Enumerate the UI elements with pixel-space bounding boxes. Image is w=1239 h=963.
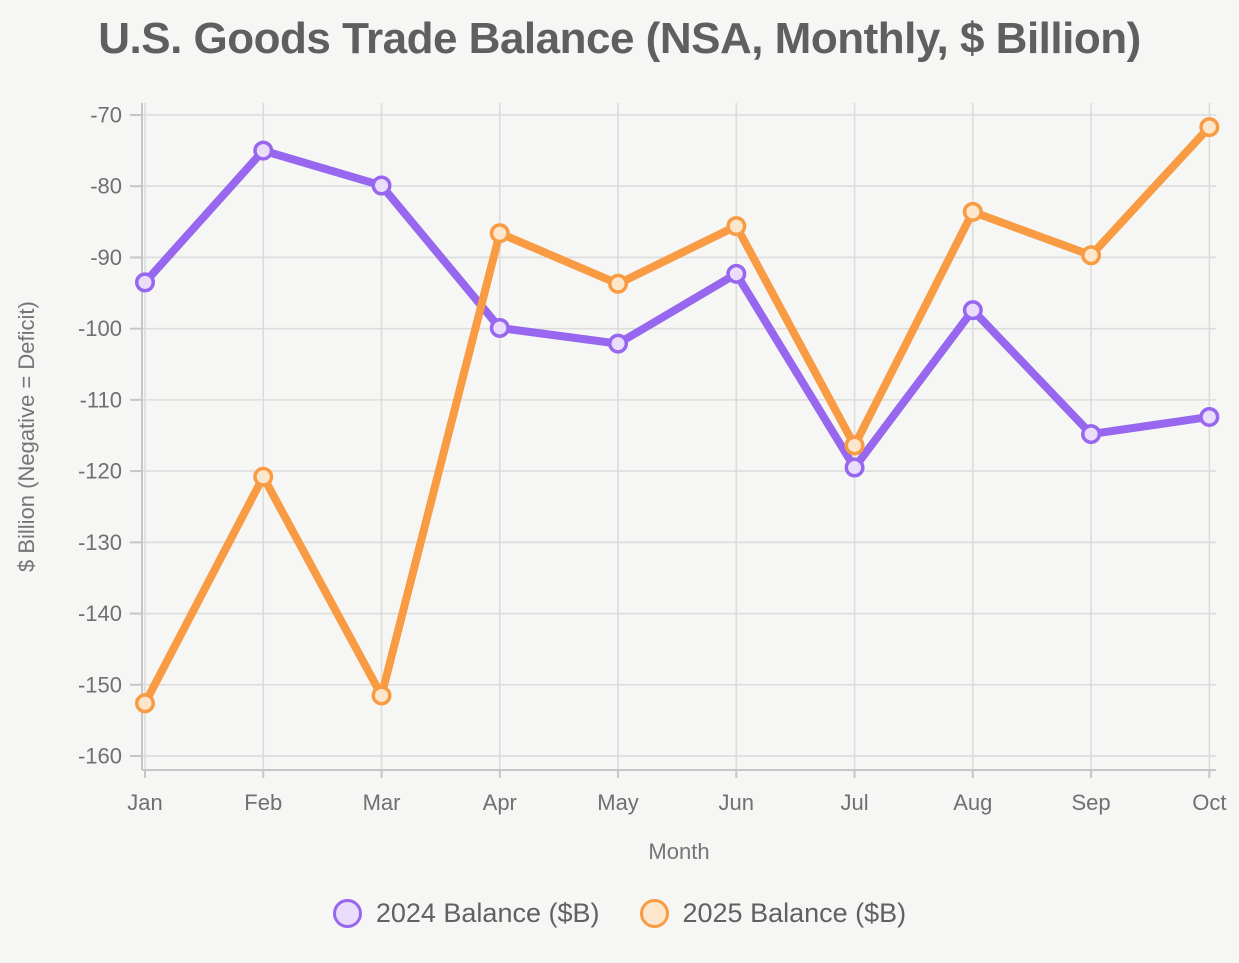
y-tick-label: -90 (90, 245, 122, 270)
y-tick-label: -80 (90, 174, 122, 199)
y-tick-label: -100 (78, 316, 122, 341)
x-tick-label: May (597, 790, 639, 815)
data-point-marker (844, 435, 865, 456)
legend: 2024 Balance ($B) 2025 Balance ($B) (0, 898, 1239, 929)
y-tick-label: -110 (80, 387, 122, 412)
legend-label-2024: 2024 Balance ($B) (375, 898, 600, 928)
series-line-2024 (141, 146, 1214, 472)
y-tick-label: -160 (78, 743, 122, 768)
data-point-marker (962, 201, 983, 222)
legend-marker-2025-icon (639, 899, 669, 928)
data-point-marker (1199, 117, 1220, 138)
data-point-marker (962, 300, 983, 321)
data-point-marker (1081, 245, 1102, 266)
x-tick-label: Aug (953, 790, 992, 815)
y-axis-title: $ Billion (Negative = Deficit) (14, 301, 39, 572)
data-point-marker (253, 466, 274, 487)
data-point-marker (608, 333, 629, 354)
legend-label-2025: 2025 Balance ($B) (682, 898, 907, 928)
x-tick-label: Jul (840, 790, 868, 815)
x-tick-label: Feb (244, 790, 282, 815)
data-point-marker (1081, 424, 1102, 445)
x-tick-label: Apr (483, 790, 517, 815)
y-tick-label: -140 (78, 601, 122, 626)
x-tick-label: Sep (1072, 790, 1111, 815)
data-point-marker (371, 685, 392, 706)
data-point-marker (371, 175, 392, 196)
data-point-marker (253, 140, 274, 161)
y-tick-label: -70 (90, 103, 122, 128)
data-point-marker (489, 223, 510, 244)
x-axis-title: Month (648, 839, 710, 864)
legend-item-2025[interactable]: 2025 Balance ($B) (639, 898, 907, 929)
tick-labels: -70 -80 -90 -100 -110 -120 -130 -140 -150 -160Jan… (78, 103, 1227, 816)
legend-marker-2024-icon (332, 899, 362, 928)
y-tick-label: -120 (78, 459, 122, 484)
y-tick-label: -130 (78, 530, 122, 555)
series-line-2025 (141, 123, 1214, 708)
x-tick-label: Jun (719, 790, 754, 815)
legend-item-2024[interactable]: 2024 Balance ($B) (332, 898, 600, 929)
series-2024 (135, 140, 1220, 478)
data-point-marker (726, 263, 747, 284)
data-point-marker (135, 693, 155, 714)
data-point-marker (489, 317, 510, 338)
gridlines (142, 103, 1216, 770)
data-point-marker (726, 216, 747, 237)
axes (130, 103, 1216, 778)
series-2025 (135, 117, 1220, 714)
data-point-marker (135, 272, 155, 293)
y-tick-label: -150 (78, 672, 122, 697)
data-point-marker (1199, 406, 1220, 427)
x-tick-label: Oct (1192, 790, 1226, 815)
x-tick-label: Jan (127, 790, 162, 815)
data-point-marker (844, 457, 865, 478)
x-tick-label: Mar (363, 790, 401, 815)
chart-title: U.S. Goods Trade Balance (NSA, Monthly, … (98, 14, 1141, 63)
data-point-marker (608, 273, 629, 294)
